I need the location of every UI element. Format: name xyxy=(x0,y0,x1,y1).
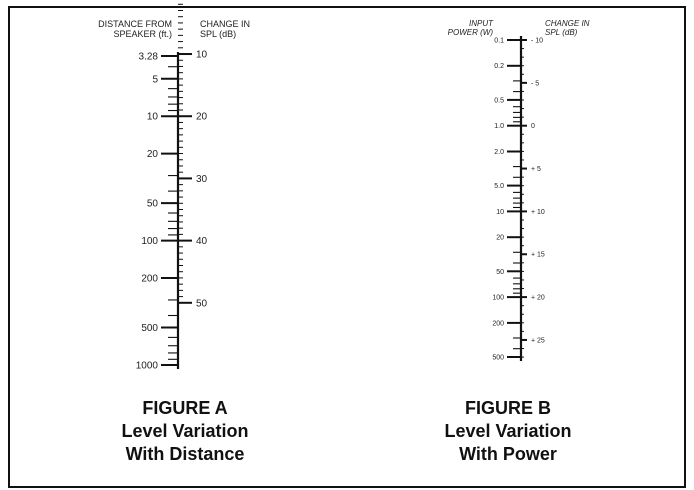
figure-a-left-tick-label: 10 xyxy=(147,112,159,123)
figure-a-left-header-line: SPEAKER (ft.) xyxy=(113,29,172,39)
figure-b-right-tick-label: 0 xyxy=(531,123,535,130)
figure-b-right-header-line: SPL (dB) xyxy=(545,28,578,37)
figure-b-left-header-line: POWER (W) xyxy=(448,28,494,37)
figure-b-caption: FIGURE B Level Variation With Power xyxy=(418,397,598,466)
figure-b-subtitle-line1: Level Variation xyxy=(444,421,572,441)
figure-b-left-tick-label: 0.5 xyxy=(494,97,504,104)
figure-b-left-tick-label: 50 xyxy=(496,269,504,276)
figure-a-left-tick-label: 3.28 xyxy=(139,52,159,63)
figure-b-right-header-line: CHANGE IN xyxy=(545,19,590,28)
figure-a-left-tick-label: 100 xyxy=(141,236,158,247)
figure-a-right-tick-label: 40 xyxy=(196,236,208,247)
figure-a-left-tick-label: 500 xyxy=(141,323,158,334)
figure-a-right-tick-label: 10 xyxy=(196,50,208,61)
figure-b-left-tick-label: 200 xyxy=(492,320,504,327)
figure-b-right-tick-label: + 25 xyxy=(531,337,545,344)
figure-a-right-header-line: SPL (dB) xyxy=(200,29,236,39)
figure-b-left-tick-label: 2.0 xyxy=(494,149,504,156)
figure-b-left-tick-label: 5.0 xyxy=(494,183,504,190)
figure-b-left-tick-label: 100 xyxy=(492,295,504,302)
figure-b-right-tick-label: + 15 xyxy=(531,252,545,259)
figure-a-right-tick-label: 50 xyxy=(196,298,208,309)
figure-a-subtitle-line2: With Distance xyxy=(125,444,245,464)
figure-a-right-tick-label: 30 xyxy=(196,174,208,185)
figure-b-left-tick-label: 1.0 xyxy=(494,123,504,130)
figure-b-subtitle-line2: With Power xyxy=(459,444,557,464)
figure-a-left-tick-label: 5 xyxy=(152,74,158,85)
figure-b-right-tick-label: + 20 xyxy=(531,295,545,302)
figure-b-left-tick-label: 20 xyxy=(496,235,504,242)
figure-b-right-tick-label: - 5 xyxy=(531,80,539,87)
figure-b-right-tick-label: + 5 xyxy=(531,166,541,173)
figure-a-left-header-line: DISTANCE FROM xyxy=(98,19,172,29)
figure-a-scale: 3.285102050100200500100001020304050DISTA… xyxy=(98,3,250,372)
figure-b-left-tick-label: 10 xyxy=(496,209,504,216)
figure-a-caption: FIGURE A Level Variation With Distance xyxy=(95,397,275,466)
figure-b-right-tick-label: + 10 xyxy=(531,209,545,216)
figure-a-left-tick-label: 20 xyxy=(147,149,159,160)
figure-b-title: FIGURE B xyxy=(464,398,551,418)
figure-b-scale: 0.1 0.2 0.5 1.0 2.0 5.0 10 20 50 100 200 500 - 10 - 5… xyxy=(448,19,590,361)
figure-b-right-tick-label: - 10 xyxy=(531,37,543,44)
figure-a-subtitle-line1: Level Variation xyxy=(121,421,249,441)
figure-a-right-header-line: CHANGE IN xyxy=(200,19,250,29)
figure-b-left-header-line: INPUT xyxy=(469,19,494,28)
figure-b-left-tick-label: 0.2 xyxy=(494,63,504,70)
figure-a-right-tick-label: 20 xyxy=(196,112,208,123)
figure-a-left-tick-label: 1000 xyxy=(136,361,159,372)
figure-a-left-tick-label: 50 xyxy=(147,199,159,210)
figure-a-left-tick-label: 200 xyxy=(141,274,158,285)
page-border xyxy=(8,6,686,488)
figure-a-title: FIGURE A xyxy=(142,398,228,418)
figure-b-left-tick-label: 500 xyxy=(492,354,504,361)
figure-b-left-tick-label: 0.1 xyxy=(494,37,504,44)
